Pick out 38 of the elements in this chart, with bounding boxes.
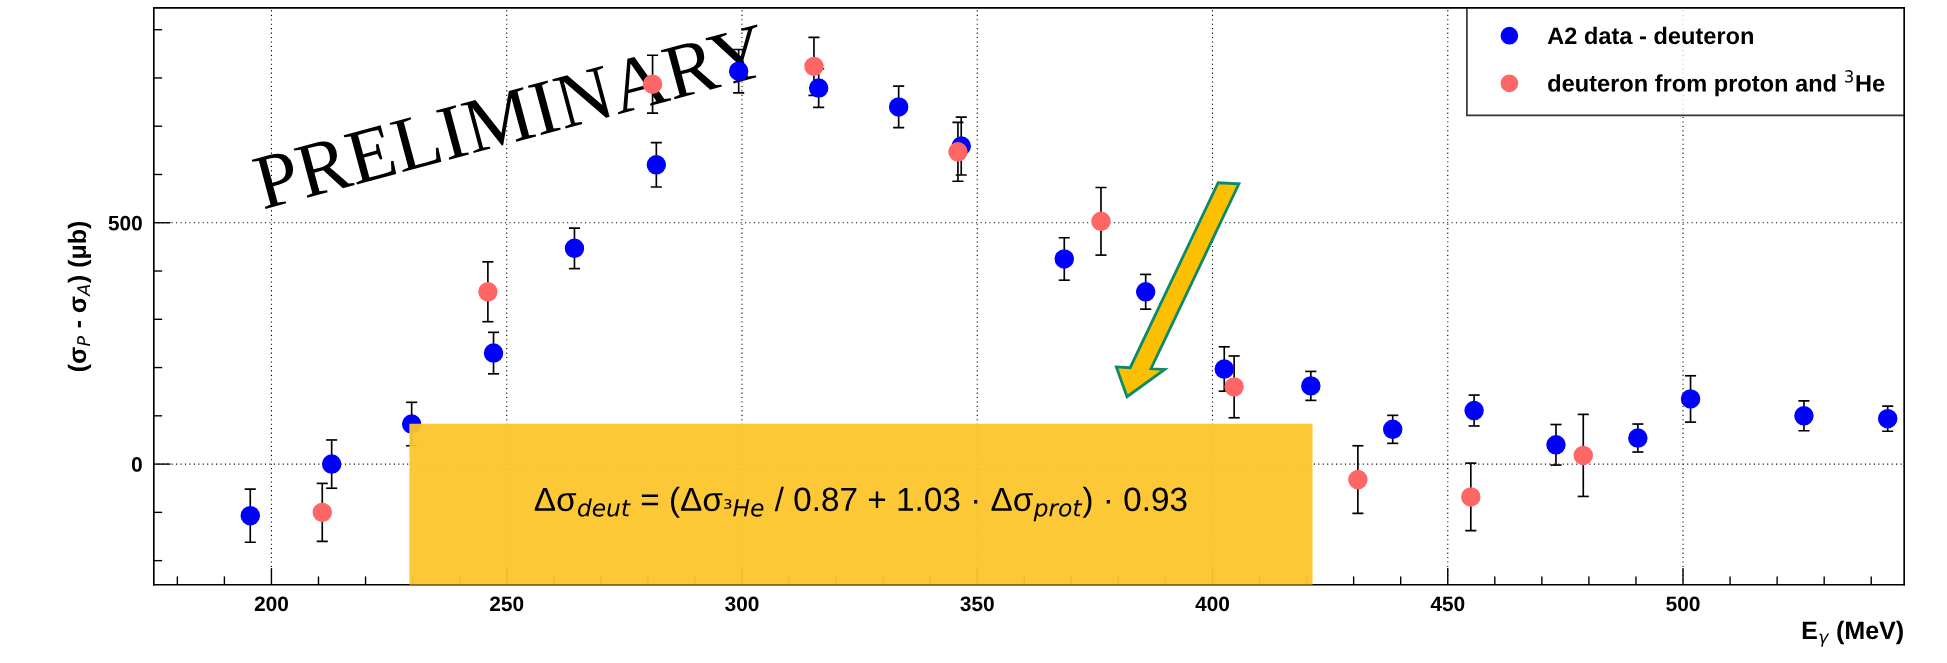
- point: [1461, 487, 1481, 507]
- x-axis-title: E$_{γ}$ (MeV): [1802, 620, 1903, 647]
- point: [1628, 428, 1648, 448]
- x-tick-label: 350: [960, 596, 994, 612]
- point: [1301, 376, 1321, 396]
- x-tick-label: 200: [254, 596, 288, 612]
- point: [1054, 249, 1075, 269]
- point: [1464, 400, 1484, 421]
- point: [1348, 469, 1368, 490]
- point: [478, 282, 498, 302]
- point: [1091, 211, 1111, 232]
- point: [1214, 359, 1234, 379]
- point: [312, 502, 332, 523]
- point: [1794, 406, 1814, 426]
- point: [1382, 419, 1403, 440]
- point: [1135, 282, 1156, 302]
- point: [483, 343, 504, 363]
- annotation: Δσ$_{deut}$ = (Δσ$_{³He}$ / 0.87 + 1.03 · Δσ$_{prot}$) · 0.93: [534, 486, 1187, 522]
- point: [240, 506, 260, 526]
- point: [564, 238, 585, 259]
- point: [888, 97, 909, 117]
- x-tick-label: 400: [1195, 596, 1230, 612]
- legend-label: deuteron from proton and $^{3}$He: [1548, 70, 1885, 97]
- x-tick-label: 250: [490, 596, 524, 612]
- point: [1224, 377, 1244, 397]
- point: [321, 454, 342, 474]
- y-tick-label: 0: [131, 457, 142, 472]
- x-tick-label: 500: [1666, 596, 1700, 612]
- point: [808, 78, 829, 98]
- y-axis-title: (σ$_{P}$ - σ$_{A}$) (μb): [67, 221, 92, 371]
- point: [804, 56, 824, 77]
- point: [1573, 445, 1593, 466]
- x-tick-label: 300: [725, 596, 759, 612]
- point: [948, 142, 968, 162]
- x-tick-label: 450: [1430, 596, 1465, 612]
- point: [1680, 389, 1701, 409]
- legend-label: A2 data - deuteron: [1547, 26, 1753, 45]
- point: [1546, 435, 1566, 455]
